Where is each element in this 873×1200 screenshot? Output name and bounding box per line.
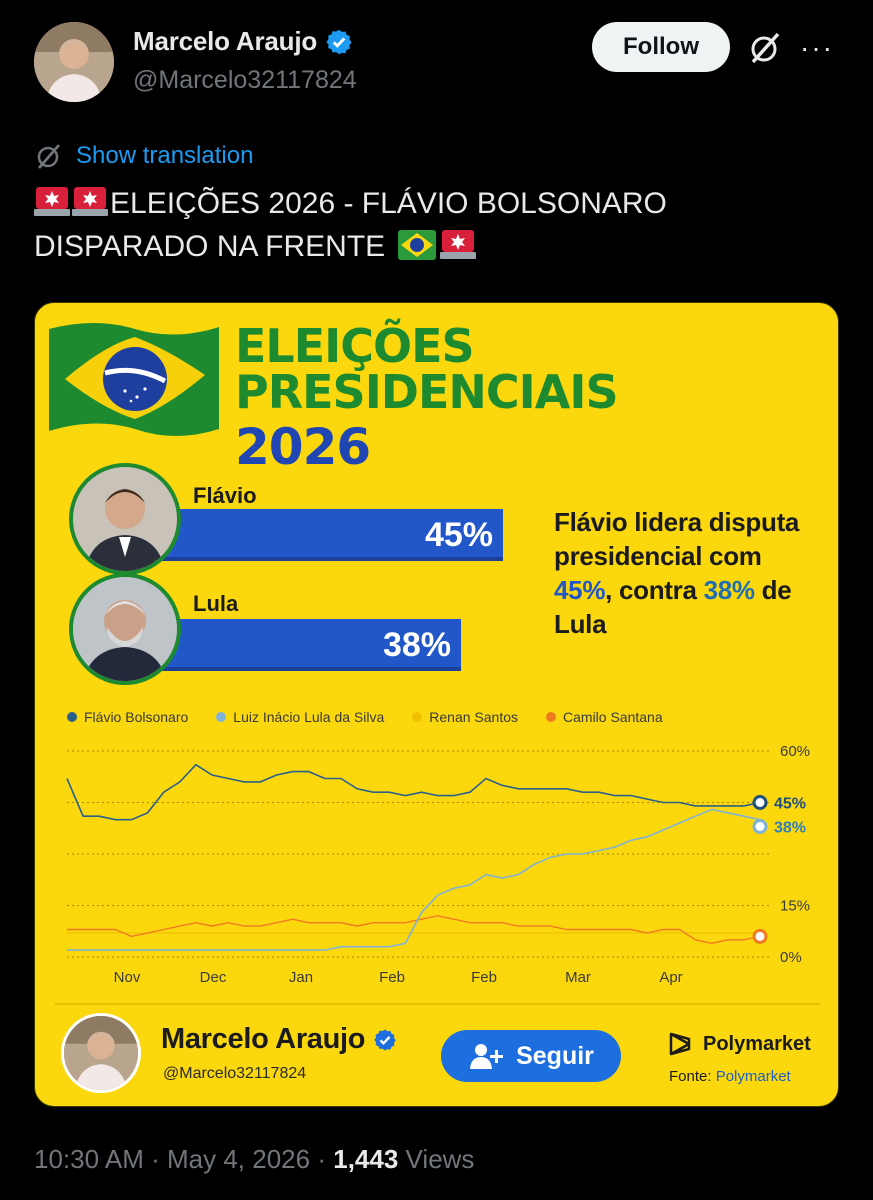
legend-item-lula: Luiz Inácio Lula da Silva [216,709,384,725]
more-options-icon[interactable]: ··· [800,32,834,63]
polymarket-logo-icon [669,1032,691,1056]
series-end-marker-0 [752,795,768,810]
card-title: ELEIÇÕES PRESIDENCIAIS [235,319,619,419]
grok-icon[interactable] [745,28,785,68]
candidate1-photo [69,463,181,575]
candidate1-name: Flávio [193,483,257,508]
x-tick-label: Mar [565,969,591,986]
series-end-label-0: 45% [774,796,806,813]
tweet-meta: 10:30 AM · May 4, 2026 · 1,443 Views [34,1144,475,1174]
footer-author-name: Marcelo Araujo [161,1023,366,1055]
y-tick-label: 0% [780,949,802,966]
footer-verified-badge-icon [374,1029,397,1050]
footer-avatar [61,1013,141,1093]
legend-item-camilo: Camilo Santana [546,709,663,725]
footer-author-handle: @Marcelo32117824 [163,1065,307,1082]
x-tick-label: Feb [471,969,497,986]
source-credit: Fonte: Polymarket [669,1068,791,1085]
author-avatar[interactable] [34,22,114,102]
candidate1-bar: 45% [151,509,503,561]
x-tick-label: Nov [114,969,141,986]
tweet-text-line2: DISPARADO NA FRENTE [34,230,386,263]
siren-emoji-icon [439,230,476,259]
x-tick-label: Jan [289,969,313,986]
y-tick-label: 60% [780,743,810,760]
author-handle[interactable]: @Marcelo32117824 [133,66,357,94]
brazil-flag-emoji-icon [397,230,436,260]
tweet-text-line1: ELEIÇÕES 2026 - FLÁVIO BOLSONARO [110,187,667,220]
legend-item-flavio: Flávio Bolsonaro [67,709,188,725]
x-tick-label: Feb [379,969,405,986]
candidate2-photo [69,573,181,685]
tweet-text: ELEIÇÕES 2026 - FLÁVIO BOLSONARO DISPARA… [34,182,824,268]
follow-button[interactable]: Follow [592,22,730,72]
tweet-time[interactable]: 10:30 AM [34,1144,144,1174]
lead-summary-text: Flávio lidera disputa presidencial com 4… [554,507,800,639]
add-user-icon [470,1044,504,1069]
post-image-card[interactable]: ELEIÇÕES PRESIDENCIAIS 2026 45% Flávio 3… [34,302,839,1107]
views-label: Views [405,1144,475,1174]
card-year: 2026 [235,418,371,476]
card-divider [55,1003,820,1005]
chart-legend: Flávio Bolsonaro Luiz Inácio Lula da Sil… [67,709,677,725]
series-line-3 [67,915,761,945]
series-end-marker-3 [752,928,768,944]
x-tick-label: Dec [200,969,227,986]
y-tick-label: 15% [780,898,810,915]
series-end-label-1: 38% [774,820,806,837]
series-line-0 [66,763,761,821]
tweet-date[interactable]: May 4, 2026 [167,1144,311,1174]
brazil-flag-icon [49,323,219,436]
verified-badge-icon [326,29,352,54]
translate-icon [37,144,61,169]
candidate2-bar: 38% [151,619,461,671]
seguir-button: Seguir [441,1030,621,1082]
x-tick-label: Apr [659,969,682,986]
series-line-1 [67,808,761,951]
author-name[interactable]: Marcelo Araujo [133,26,318,56]
show-translation-link[interactable]: Show translation [76,142,254,169]
siren-emoji-icon [72,187,108,216]
polymarket-line-chart: 60% 15% 0% Nov Dec Jan Feb Feb Mar Apr 45% 38% [66,743,810,986]
polymarket-label: Polymarket [703,1032,811,1055]
legend-item-renan: Renan Santos [412,709,518,725]
view-count: 1,443 [333,1144,399,1174]
candidate2-name: Lula [193,591,239,616]
series-end-marker-1 [752,819,768,835]
siren-emoji-icon [34,187,70,216]
